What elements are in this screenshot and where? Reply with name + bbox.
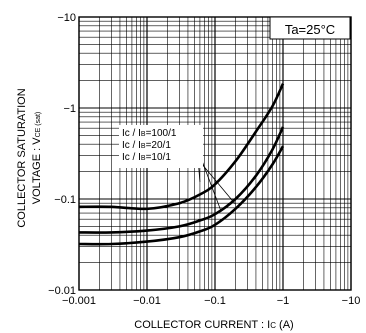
- y-tick-label: −10: [57, 12, 76, 24]
- condition-label: Ta=25°C: [285, 22, 335, 37]
- plot-frame: [78, 16, 352, 291]
- series-label-2: Ic / IB=20/1: [122, 140, 171, 151]
- series-label-background: [119, 125, 203, 168]
- y-tick-label: −0.01: [48, 285, 76, 297]
- y-tick-labels: −0.01 −0.1 −1 −10: [48, 12, 76, 297]
- y-tick-label: −1: [63, 103, 76, 115]
- series-layer: [78, 83, 285, 246]
- series-line-2: [78, 126, 285, 234]
- y-axis-label-line2: VOLTAGE : VCE (sat): [31, 112, 43, 205]
- y-tick-label: −0.1: [54, 194, 76, 206]
- y-axis-label-line1: COLLECTOR SATURATION: [16, 88, 28, 227]
- x-tick-labels: −0.001 −0.01 −0.1 −1 −10: [62, 295, 360, 307]
- x-tick-label: −1: [277, 295, 290, 307]
- series-label-1: Ic / IB=100/1: [122, 128, 177, 139]
- x-tick-label: −0.1: [204, 295, 226, 307]
- x-tick-label: −10: [342, 295, 361, 307]
- x-axis-label: COLLECTOR CURRENT : IC (A): [134, 319, 293, 331]
- x-tick-label: −0.001: [62, 295, 96, 307]
- series-label-3: Ic / IB=10/1: [122, 152, 171, 163]
- condition-box: Ta=25°C: [269, 16, 351, 40]
- series-line-3: [78, 145, 285, 246]
- series-labels: Ic / IB=100/1Ic / IB=20/1Ic / IB=10/1: [119, 125, 203, 168]
- x-tick-label: −0.01: [133, 295, 161, 307]
- series-line-1: [78, 83, 285, 211]
